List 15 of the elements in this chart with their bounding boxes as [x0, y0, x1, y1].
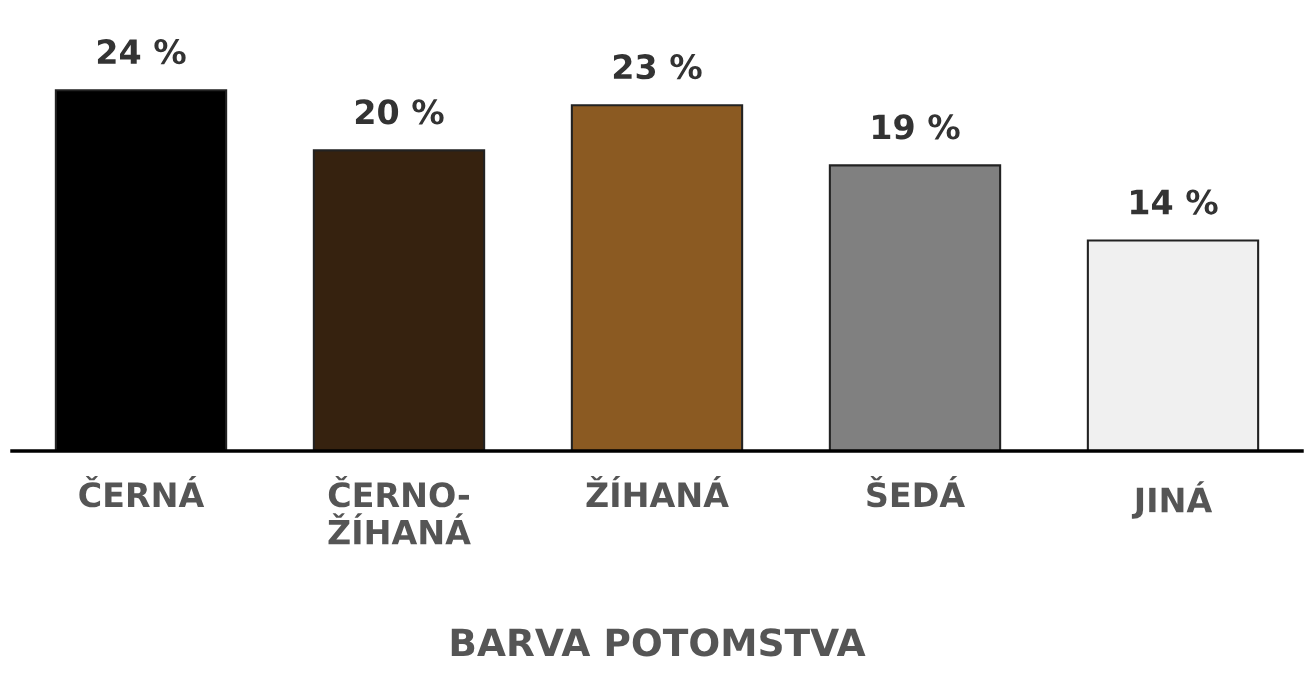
data-label: 23 %	[613, 54, 702, 80]
data-label: 24 %	[97, 39, 186, 65]
x-tick-label: ČERNÁ	[79, 476, 205, 508]
bar	[312, 149, 486, 451]
x-axis-title: BARVA POTOMSTVA	[451, 628, 866, 657]
bar	[828, 164, 1002, 451]
data-label: 19 %	[873, 114, 960, 140]
bar	[1086, 239, 1260, 451]
data-label: 14 %	[1131, 189, 1218, 215]
x-tick-label: ŠEDÁ	[867, 476, 965, 508]
x-tick-label: JINÁ	[1131, 481, 1213, 519]
x-tick-label: ŽÍHANÁ	[586, 476, 729, 507]
x-tick-label: ČERNO- ŽÍHANÁ	[328, 476, 471, 545]
bar	[570, 104, 744, 451]
data-label: 20 %	[355, 99, 444, 125]
